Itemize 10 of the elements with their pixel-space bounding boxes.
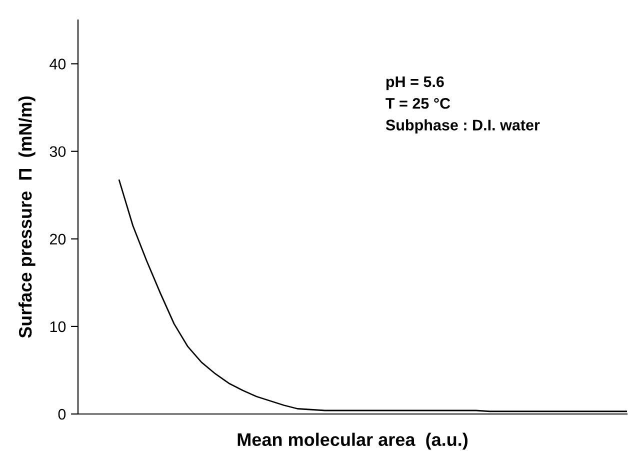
y-tick-label: 20 (50, 234, 66, 245)
y-tick-label: 0 (58, 408, 66, 420)
annotation: pH = 5.6 (386, 76, 444, 90)
annotation: Subphase : D.I. water (386, 119, 540, 134)
y-tick-label: 10 (50, 321, 66, 332)
x-axis-title: Mean molecular area (a.u.) (238, 432, 468, 450)
y-tick-label: 30 (50, 146, 66, 158)
y-tick-label: 40 (50, 58, 66, 70)
y-axis-title: Surface pressure Π (mN/m) (18, 96, 36, 338)
annotation: T = 25 °C (386, 98, 450, 109)
